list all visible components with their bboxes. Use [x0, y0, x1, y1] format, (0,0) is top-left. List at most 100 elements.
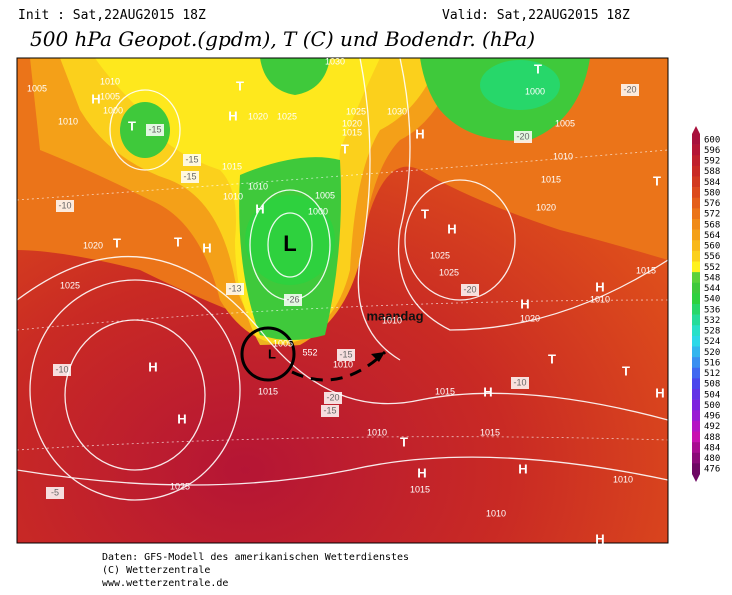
temp-label-box [621, 84, 639, 96]
legend-label: 592 [704, 157, 720, 167]
legend-label: 544 [704, 284, 720, 294]
isobar-label: 1025 [277, 111, 297, 121]
legend-swatch [692, 420, 700, 432]
isobar-label: 1015 [342, 127, 362, 137]
pressure-center: H [202, 240, 211, 255]
isobar-label: 1025 [430, 250, 450, 260]
footer-line: Daten: GFS-Modell des amerikanischen Wet… [102, 552, 409, 563]
isobar-label: 1010 [590, 294, 610, 304]
temp-label-box [46, 487, 64, 499]
temp-label: -20 [463, 284, 476, 294]
legend-swatch [692, 155, 700, 167]
legend-swatch [692, 282, 700, 294]
pressure-center: T [174, 234, 182, 249]
pressure-center: H [91, 91, 100, 106]
legend-label: 560 [704, 242, 720, 252]
legend-swatch [692, 219, 700, 230]
legend-swatch [692, 304, 700, 315]
pressure-center: T [534, 61, 542, 76]
temp-label-box [226, 283, 244, 295]
legend-label: 500 [704, 401, 720, 411]
pressure-center: H [415, 126, 424, 141]
isobar-label: 1010 [613, 474, 633, 484]
pressure-center: H [228, 108, 237, 123]
pressure-center: T [622, 363, 630, 378]
pressure-center: H [148, 359, 157, 374]
legend-label: 480 [704, 454, 720, 464]
isobar-label: 1005 [555, 118, 575, 128]
legend-swatch [692, 250, 700, 262]
legend-label: 496 [704, 412, 720, 422]
temp-label: -10 [513, 377, 526, 387]
legend-swatch [692, 208, 700, 220]
isobar-label: 1000 [308, 206, 328, 216]
temp-label: -5 [51, 487, 59, 497]
legend-label: 584 [704, 178, 720, 188]
pressure-center: H [518, 461, 527, 476]
temp-label: -15 [339, 349, 352, 359]
pressure-center: H [447, 221, 456, 236]
legend-swatch [692, 134, 700, 145]
temp-label: -20 [326, 392, 339, 402]
pressure-center: L [283, 231, 296, 256]
map-labels: 1005 1010 1005 1000 1010 H T H 1020 1025 T -15 -15 -1… [27, 56, 665, 546]
footer-line: www.wetterzentrale.de [102, 578, 228, 589]
legend-label: 588 [704, 167, 720, 177]
legend-swatch [692, 410, 700, 422]
legend-label: 556 [704, 252, 720, 262]
legend-swatch [692, 272, 700, 284]
legend-label: 576 [704, 199, 720, 209]
temp-label: -15 [185, 154, 198, 164]
legend-swatch [692, 463, 700, 475]
temp-label-box [324, 392, 342, 404]
legend-swatch [692, 431, 700, 443]
legend-swatch [692, 144, 700, 156]
isobar-label: 1010 [333, 359, 353, 369]
pressure-center: T [341, 141, 349, 156]
map-background [17, 58, 668, 543]
legend-label: 512 [704, 369, 720, 379]
isobar-label: 1020 [536, 202, 556, 212]
isobar-label: 1015 [258, 386, 278, 396]
legend-label: 508 [704, 380, 720, 390]
pressure-center: T [421, 206, 429, 221]
isobar-label: 1005 [315, 190, 335, 200]
isobar-label: 1010 [382, 315, 402, 325]
temp-label-box [183, 154, 201, 166]
pressure-center: L [268, 346, 276, 361]
temp-label: -10 [55, 364, 68, 374]
legend-swatch [692, 261, 700, 273]
legend-cap [692, 126, 700, 134]
legend-swatch [692, 442, 700, 454]
legend-swatch [692, 335, 700, 347]
legend-swatch [692, 293, 700, 305]
isobar-label: 1030 [387, 106, 407, 116]
pressure-center: H [177, 411, 186, 426]
isobar-label: 1025 [170, 481, 190, 491]
isobar-label: 1015 [636, 265, 656, 275]
legend-swatch [692, 325, 700, 337]
legend-swatch [692, 452, 700, 464]
legend-label: 532 [704, 316, 720, 326]
isobar-label: 1010 [553, 151, 573, 161]
pressure-center: H [483, 384, 492, 399]
legend-swatch [692, 389, 700, 400]
legend-label: 564 [704, 231, 720, 241]
legend-label: 524 [704, 337, 720, 347]
legend-label: 504 [704, 390, 720, 400]
legend-swatch [692, 187, 700, 199]
legend-label: 528 [704, 327, 720, 337]
temp-label-box [514, 131, 532, 143]
legend-swatch [692, 240, 700, 252]
legend-label: 568 [704, 220, 720, 230]
legend-swatch [692, 378, 700, 390]
pressure-center: H [655, 385, 664, 400]
isobar-label: 1010 [223, 191, 243, 201]
legend-label: 476 [704, 465, 720, 475]
legend-swatch [692, 367, 700, 379]
legend-label: 552 [704, 263, 720, 273]
legend-swatch [692, 197, 700, 209]
map-title: 500 hPa Geopot.(gpdm), T (C) und Bodendr… [30, 27, 535, 51]
legend-label: 540 [704, 295, 720, 305]
isobar-label: 1005 [273, 338, 293, 348]
